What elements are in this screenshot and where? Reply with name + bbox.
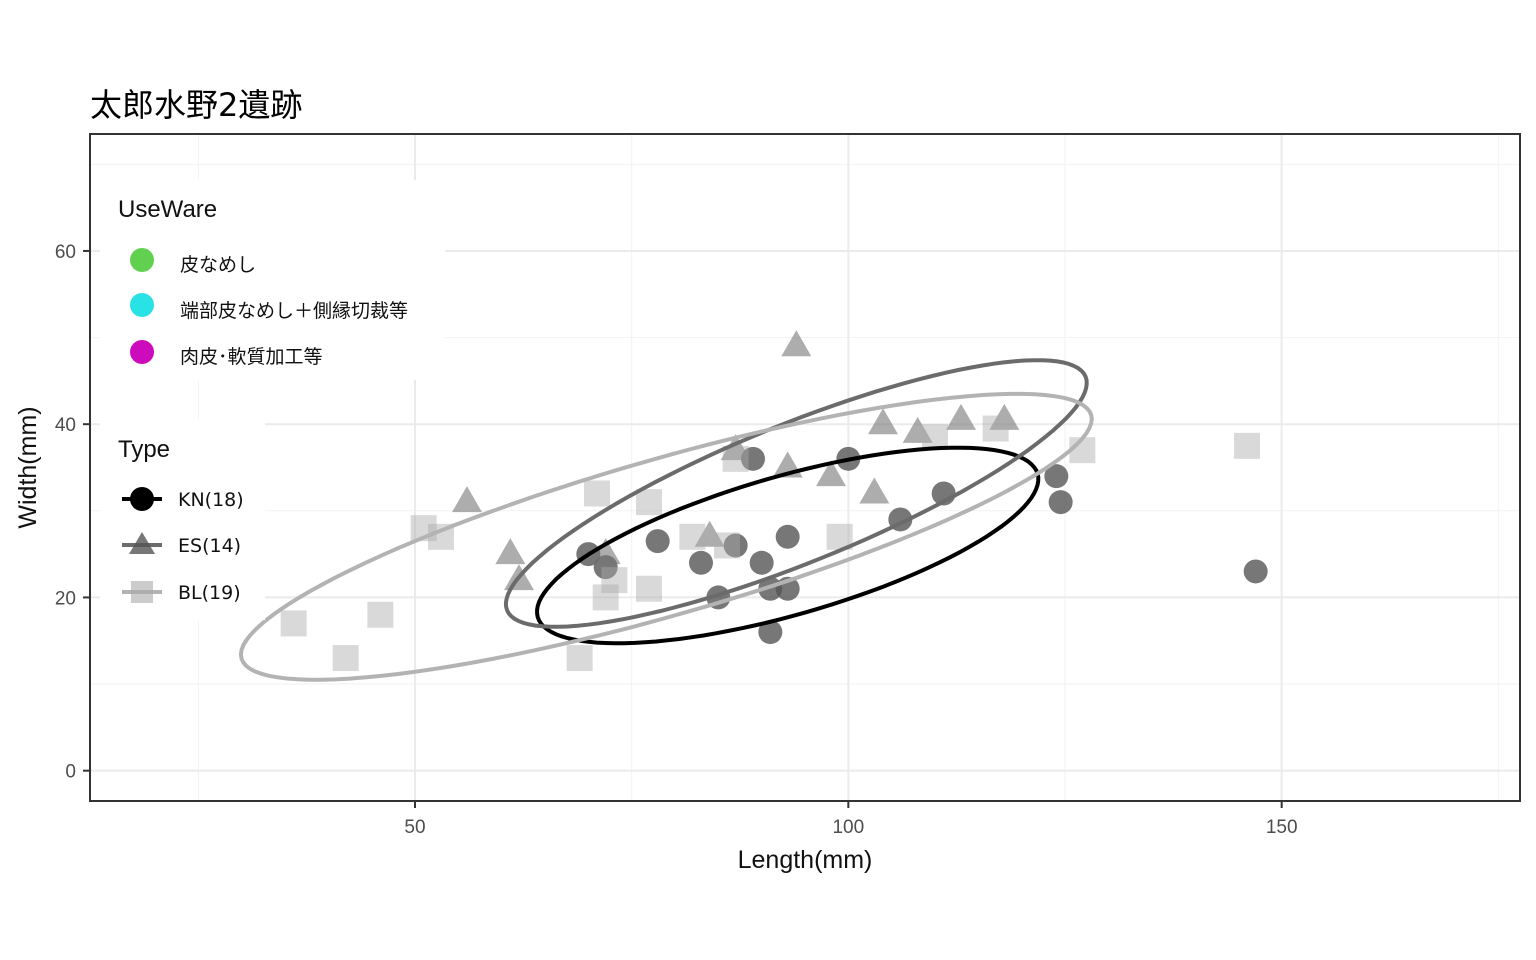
x-axis-title: Length(mm) [738,846,873,874]
kn-point [1048,490,1073,515]
bl-point [636,575,662,602]
es-legend-key [122,532,162,554]
bl-ellipse [238,391,1094,682]
es-point [816,460,846,487]
kn-point [723,533,748,558]
es-point [859,477,890,504]
x-tick-label: 150 [1266,817,1298,838]
legend-type: Type KN(18) ES(14) BL(19) [100,420,265,620]
kn-legend-key [122,487,162,511]
kn-point [749,550,774,575]
kn-point [775,524,800,549]
kn-point [1243,559,1268,584]
es-point [495,538,526,565]
legend-type-label-kn: KN(18) [178,489,244,511]
cyan-circle-swatch [130,293,154,317]
es-point [989,403,1020,430]
bl-point [584,480,610,507]
bl-point [722,445,749,472]
kn-point [1044,464,1069,489]
x-tick-label: 50 [404,817,425,838]
chart-title: 太郎水野2遺跡 [90,86,303,124]
legend-useware-label-3: 肉皮･軟質加工等 [180,346,323,368]
bl-point [601,567,628,594]
y-tick-label: 40 [55,415,76,436]
bl-point [982,415,1009,442]
y-tick-label: 0 [65,762,76,783]
bl-point [367,601,394,628]
legend-useware: UseWare 皮なめし 端部皮なめし＋側縁切裁等 肉皮･軟質加工等 [100,180,445,380]
es-point [452,486,482,513]
bl-legend-key [122,581,162,603]
plot-panel-border [89,133,1521,802]
es-ellipse [503,358,1089,629]
kn-point [645,529,670,554]
y-axis-title: Width(mm) [14,406,42,528]
es-point [902,416,933,443]
bl-point [592,584,619,611]
kn-point [689,550,713,575]
bl-point [922,424,948,451]
x-tick-label: 100 [832,817,864,838]
green-circle-swatch [130,248,154,272]
bl-point [566,645,593,672]
es-point [720,434,751,461]
bl-point [636,489,662,516]
es-point [590,538,621,565]
es-point [868,408,898,435]
legend-useware-label-2: 端部皮なめし＋側縁切裁等 [180,300,409,322]
kn-point [741,446,765,471]
es-point [946,403,976,430]
bl-point [332,645,359,672]
kn-ellipse [535,445,1041,646]
bl-point [1234,432,1260,459]
y-tick-label: 60 [55,242,76,263]
y-tick-label: 20 [55,588,76,609]
bl-point [714,532,740,559]
bl-point [679,523,706,550]
es-point [781,330,812,357]
legend-useware-label-1: 皮なめし [180,254,257,276]
es-point [694,520,725,547]
legend-type-title: Type [118,436,171,463]
legend-useware-title: UseWare [118,196,218,223]
magenta-circle-swatch [130,340,154,364]
bl-point [280,610,307,637]
bl-point [1069,437,1096,464]
kn-point [758,620,783,645]
legend-type-label-bl: BL(19) [178,582,241,604]
legend-type-label-es: ES(14) [178,535,242,557]
